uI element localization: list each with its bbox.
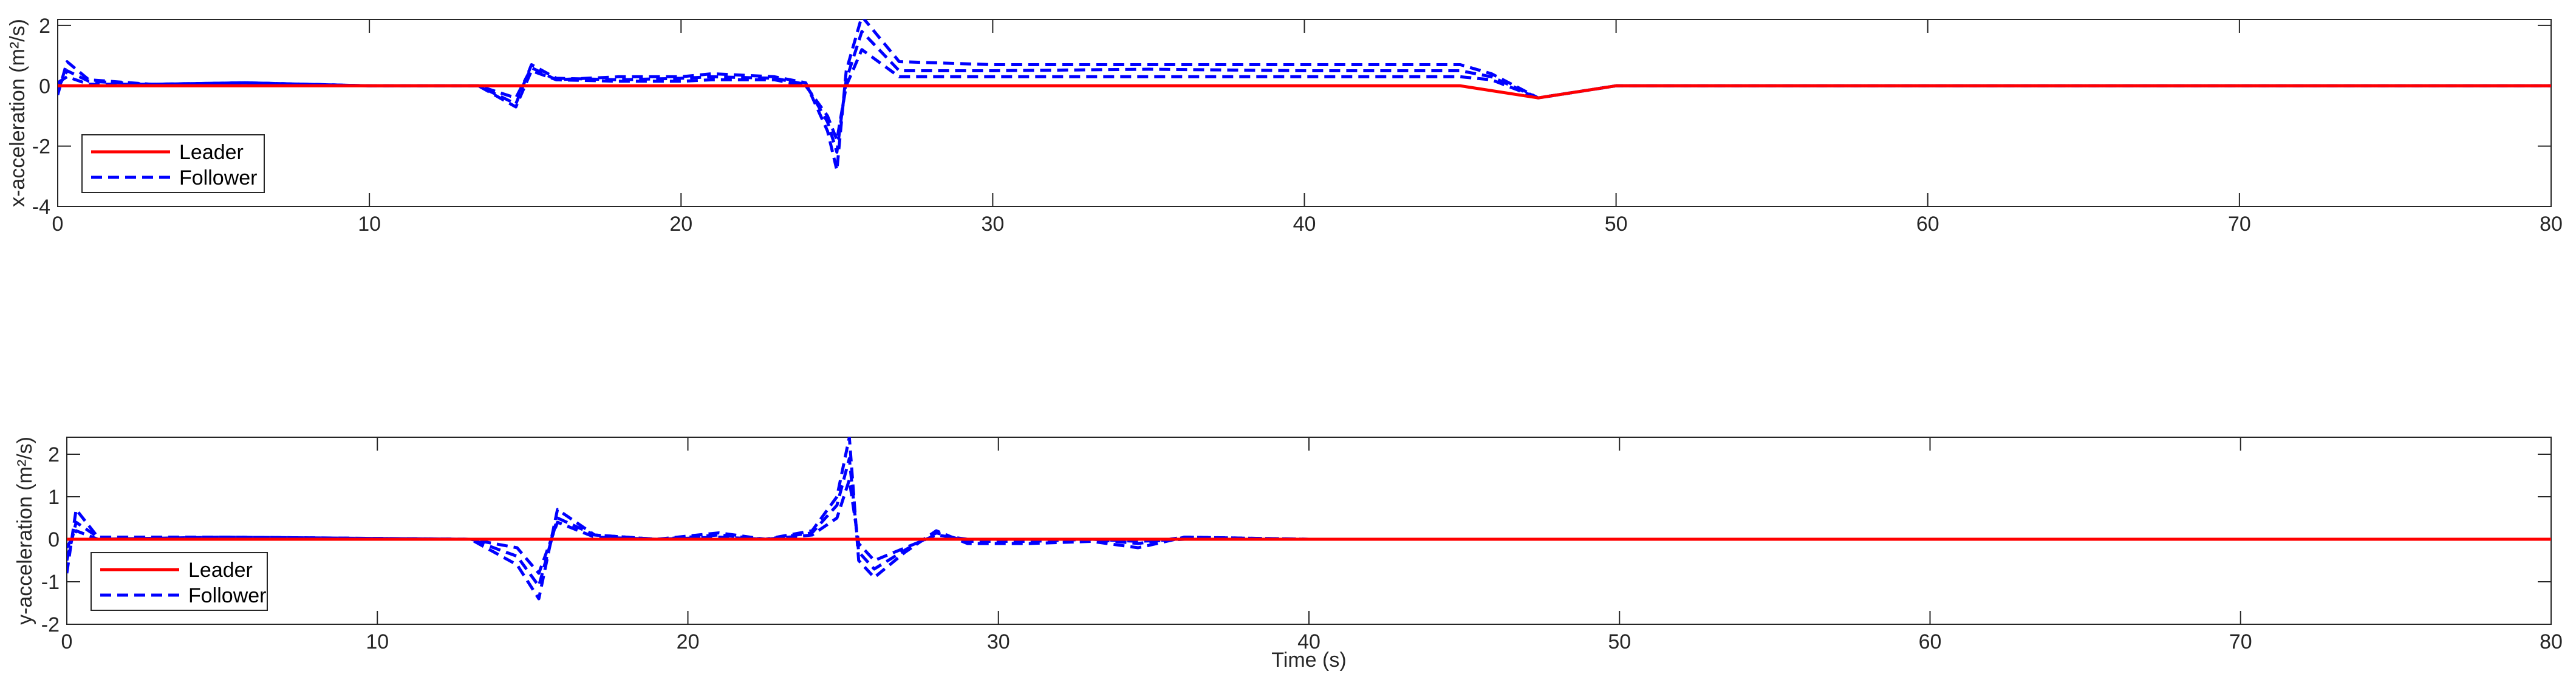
legend-label: Leader (188, 559, 253, 582)
y-tick-label: -2 (32, 135, 50, 158)
x-tick-label: 0 (61, 630, 73, 653)
plot-area-frame (66, 437, 2552, 625)
legend-label: Leader (179, 141, 244, 164)
legend-label: Follower (179, 166, 257, 189)
chart-panel-2: 0 10 20 30 40 50 60 70 80 -2 -1 0 1 2 y-acceleration (… (13, 437, 2563, 672)
series-line-follower (58, 19, 2551, 172)
x-tick-label: 40 (1297, 630, 1320, 653)
x-tick-label: 70 (2229, 630, 2252, 653)
y-axis-label: x-acceleration (m²/s) (6, 19, 29, 207)
x-tick-label: 50 (1605, 213, 1628, 236)
x-axis-label: Time (s) (1271, 649, 1346, 672)
series-line-follower (67, 457, 2551, 588)
y-tick-label: -1 (41, 571, 60, 594)
legend-label: Follower (188, 584, 266, 607)
legend-box (91, 552, 268, 611)
x-tick-label: 0 (52, 213, 64, 236)
series-line-follower (67, 437, 2551, 601)
chart-panel-1: 0 10 20 30 40 50 60 70 80 -4 -2 0 2 x-acceleration (m… (6, 15, 2563, 236)
y-tick-label: 0 (48, 528, 60, 551)
x-tick-label: 10 (358, 213, 381, 236)
x-tick-label: 40 (1293, 213, 1316, 236)
x-tick-label: 80 (2540, 630, 2563, 653)
series-line-follower (67, 478, 2551, 575)
series-line-follower (58, 30, 2551, 154)
x-tick-label: 80 (2540, 213, 2563, 236)
x-tick-label: 70 (2228, 213, 2251, 236)
x-tick-label: 50 (1608, 630, 1631, 653)
series-line-leader (58, 84, 2551, 100)
y-tick-label: 0 (39, 75, 50, 98)
y-tick-label: -4 (32, 196, 50, 219)
plot-area-frame (57, 19, 2552, 207)
x-tick-label: 20 (669, 213, 692, 236)
x-tick-label: 30 (987, 630, 1010, 653)
x-tick-label: 60 (1916, 213, 1939, 236)
y-axis-label: y-acceleration (m²/s) (13, 437, 36, 625)
y-tick-label: 2 (39, 15, 50, 38)
x-tick-label: 20 (677, 630, 700, 653)
legend-box (81, 134, 265, 193)
y-tick-label: 1 (48, 486, 60, 509)
x-tick-label: 30 (981, 213, 1004, 236)
y-tick-label: -2 (41, 613, 60, 636)
x-tick-label: 10 (366, 630, 389, 653)
x-tick-label: 60 (1919, 630, 1942, 653)
y-tick-label: 2 (48, 443, 60, 466)
series-line-follower (58, 48, 2551, 142)
